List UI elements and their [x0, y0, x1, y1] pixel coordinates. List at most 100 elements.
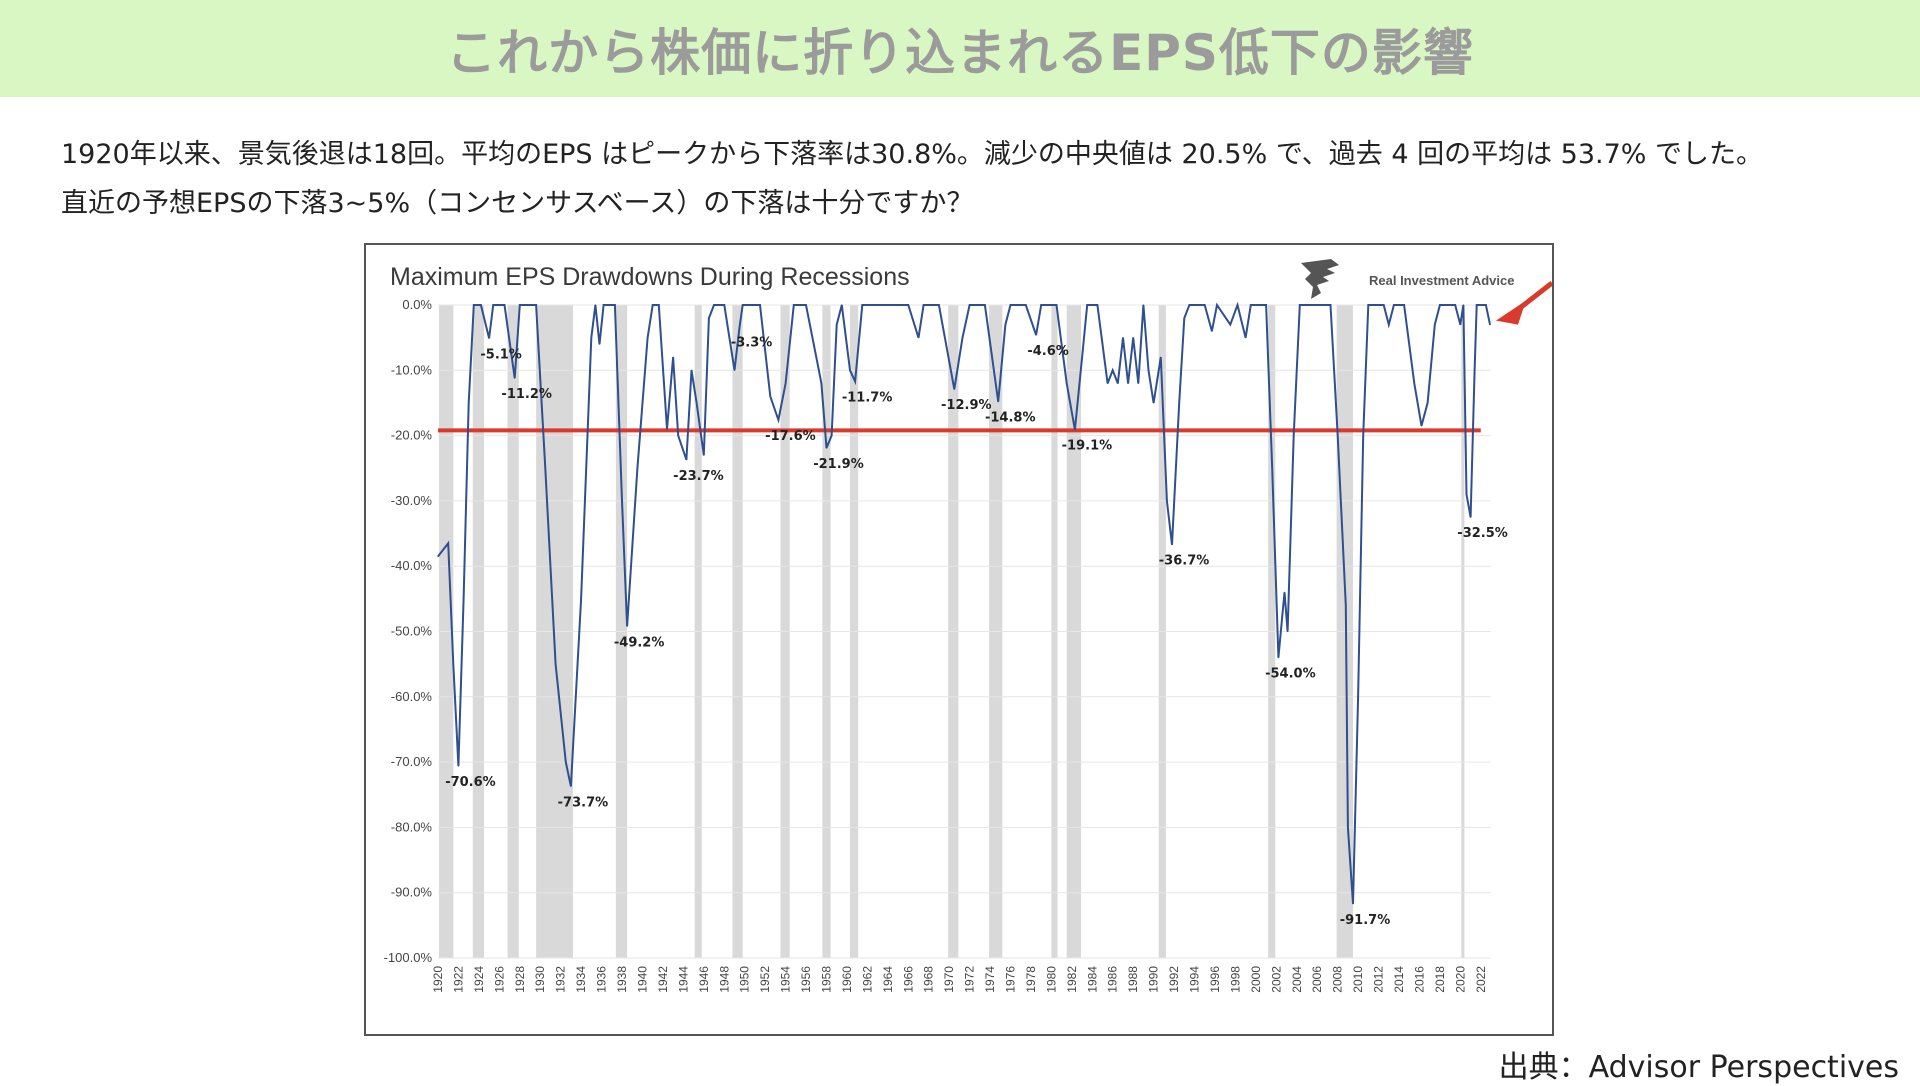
data-point — [652, 304, 654, 306]
x-tick-label: 1968 — [922, 966, 936, 993]
data-point — [1265, 304, 1267, 306]
data-point — [621, 500, 623, 502]
data-point — [1004, 323, 1006, 326]
y-tick-label: -20.0% — [391, 428, 433, 443]
x-tick-label: 1964 — [881, 966, 895, 993]
x-tick-label: 1958 — [819, 966, 833, 993]
data-point — [742, 304, 744, 306]
x-tick-label: 1942 — [656, 966, 670, 993]
data-point — [570, 785, 572, 787]
data-point — [953, 388, 955, 390]
y-tick-label: -60.0% — [391, 689, 433, 704]
data-point — [1465, 493, 1468, 495]
data-point — [917, 337, 920, 339]
x-tick-label: 1952 — [758, 966, 772, 993]
data-label: -36.7% — [1159, 554, 1210, 569]
data-point — [1025, 304, 1027, 306]
x-tick-label: 1946 — [697, 966, 711, 993]
description-line-2: 直近の予想EPSの下落3~5%（コンセンサスベース）の下落は十分ですか？ — [61, 188, 974, 219]
data-point — [598, 343, 601, 345]
data-point — [1107, 382, 1109, 384]
data-point — [938, 304, 940, 306]
data-point — [784, 382, 787, 384]
data-point — [1489, 323, 1491, 326]
data-point — [565, 761, 567, 763]
data-point — [1454, 304, 1456, 306]
data-point — [1367, 304, 1369, 306]
x-tick-label: 2004 — [1290, 966, 1304, 993]
arrow-head-icon — [1495, 300, 1526, 325]
data-point — [1329, 304, 1332, 306]
data-point — [1434, 323, 1436, 326]
y-tick-label: -100.0% — [384, 950, 433, 965]
x-tick-label: 1960 — [840, 966, 854, 993]
data-point — [544, 467, 546, 469]
data-point — [969, 304, 971, 306]
data-point — [473, 304, 475, 306]
data-point — [1147, 369, 1150, 371]
data-point — [1096, 304, 1099, 306]
data-point — [1283, 591, 1286, 593]
data-point — [1393, 304, 1395, 306]
data-point — [468, 402, 470, 404]
data-point — [1476, 304, 1478, 306]
x-tick-label: 1936 — [595, 966, 609, 993]
data-label: -54.0% — [1265, 667, 1316, 682]
data-point — [1362, 435, 1364, 437]
data-point — [1035, 334, 1037, 336]
y-tick-label: 0.0% — [402, 297, 432, 312]
data-point — [1427, 402, 1429, 404]
data-point — [854, 380, 856, 383]
description-line-1: 1920年以来、景気後退は18回。平均のEPS はピークから下落率は30.8%。… — [61, 139, 1764, 170]
x-tick-label: 1962 — [860, 966, 874, 993]
data-label: -4.6% — [1027, 344, 1068, 359]
data-point — [1160, 356, 1162, 358]
data-point — [1271, 467, 1273, 469]
x-tick-label: 1998 — [1228, 966, 1242, 993]
data-point — [887, 304, 889, 306]
data-point — [1469, 516, 1472, 518]
data-label: -23.7% — [673, 469, 724, 484]
x-tick-label: 1982 — [1065, 966, 1079, 993]
data-label: -73.7% — [558, 795, 609, 810]
chart-title: Maximum EPS Drawdowns During Recessions — [390, 263, 910, 291]
x-tick-label: 1948 — [717, 966, 731, 993]
data-point — [849, 369, 851, 371]
x-tick-label: 1972 — [963, 966, 977, 993]
data-point — [580, 598, 582, 600]
data-point — [1413, 382, 1415, 384]
data-point — [708, 317, 710, 319]
x-tick-label: 1930 — [533, 966, 547, 993]
data-point — [1236, 304, 1239, 306]
y-tick-label: -30.0% — [391, 493, 433, 508]
x-tick-label: 1938 — [615, 966, 629, 993]
x-tick-label: 1996 — [1208, 966, 1222, 993]
data-point — [1211, 330, 1213, 332]
data-point — [554, 663, 557, 665]
data-point — [769, 395, 771, 398]
data-point — [1066, 382, 1068, 384]
data-point — [492, 304, 494, 306]
description: 1920年以来、景気後退は18回。平均のEPS はピークから下落率は30.8%。… — [61, 130, 1901, 228]
x-tick-label: 2016 — [1412, 966, 1426, 993]
data-point — [1216, 304, 1218, 306]
data-label: -91.7% — [1340, 913, 1391, 928]
x-tick-label: 1986 — [1106, 966, 1120, 993]
x-tick-label: 1970 — [942, 966, 956, 993]
data-point — [646, 337, 649, 339]
data-point — [1127, 382, 1129, 384]
data-point — [594, 304, 597, 306]
x-tick-label: 1980 — [1044, 966, 1058, 993]
data-point — [1122, 337, 1124, 339]
data-point — [1183, 317, 1185, 319]
data-point — [535, 304, 537, 306]
data-point — [1055, 304, 1058, 306]
data-point — [1171, 544, 1173, 546]
x-tick-label: 1966 — [901, 966, 915, 993]
data-point — [603, 304, 605, 306]
data-point — [777, 419, 780, 421]
data-point — [733, 369, 736, 371]
data-point — [480, 304, 482, 306]
data-point — [677, 435, 679, 437]
data-point — [685, 459, 688, 461]
